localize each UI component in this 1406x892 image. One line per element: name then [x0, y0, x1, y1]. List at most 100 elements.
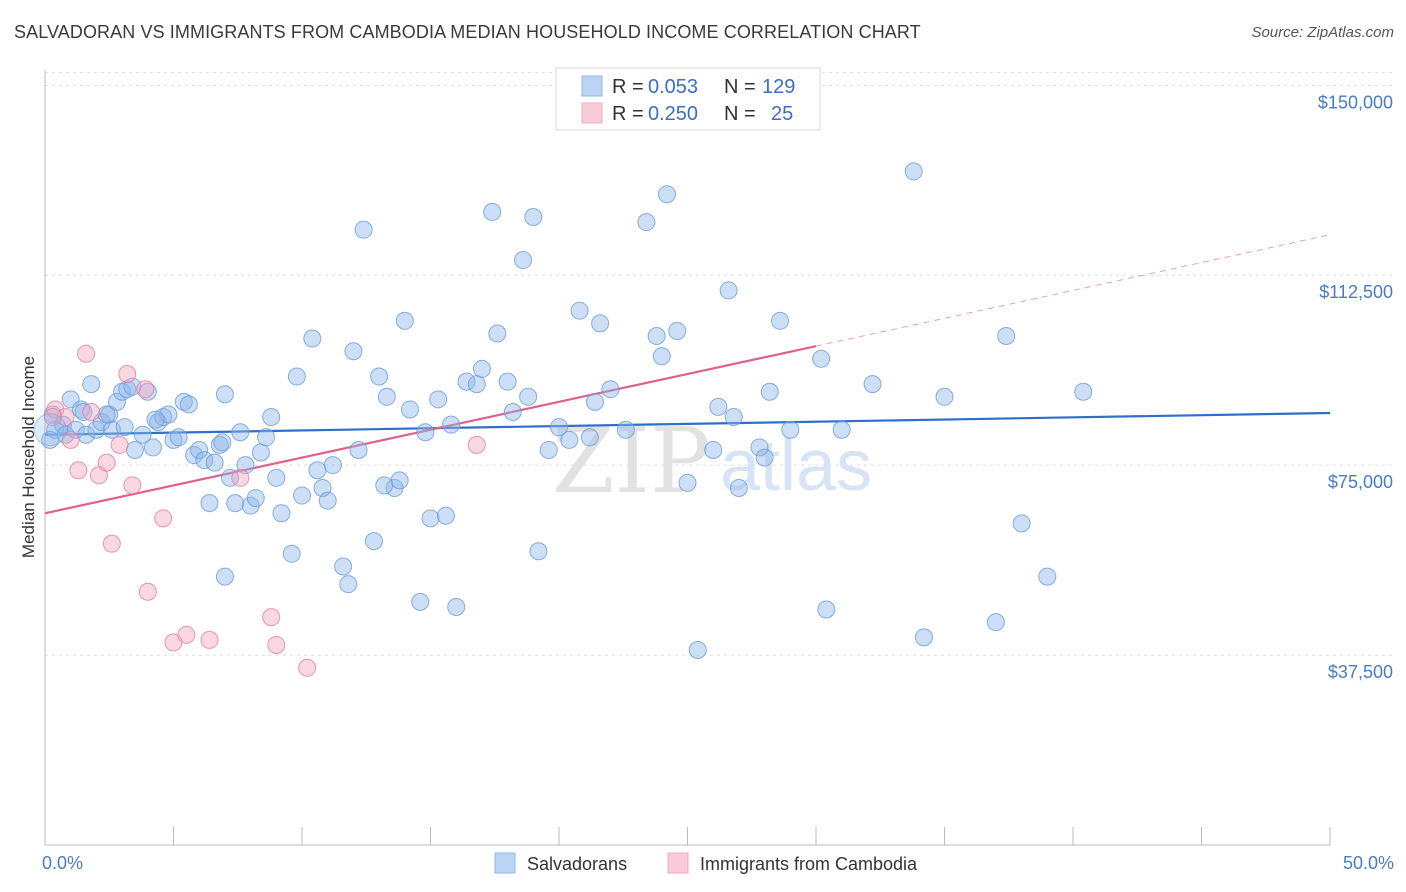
legend-n-value-1: 129 [762, 76, 795, 98]
data-point [390, 471, 409, 490]
trendline-extension-1 [815, 234, 1331, 347]
data-point [986, 613, 1005, 632]
legend-swatch-cambodia [581, 102, 603, 124]
data-point [668, 321, 687, 340]
data-point-cluster [33, 413, 67, 447]
data-point [375, 476, 394, 495]
y-tick-label-1: $75,000 [1328, 472, 1393, 492]
data-point [231, 468, 250, 487]
data-point [760, 382, 779, 401]
data-point [637, 213, 656, 232]
data-point [231, 423, 250, 442]
data-point [215, 567, 234, 586]
data-point [66, 420, 85, 439]
trendline-0 [44, 411, 1331, 436]
data-point [257, 428, 276, 447]
watermark: ZIP atlas [552, 409, 872, 514]
series-0-points [41, 162, 1093, 660]
data-point [102, 534, 121, 553]
data-point [560, 430, 579, 449]
data-point [149, 413, 168, 432]
data-point [616, 420, 635, 439]
data-point [69, 461, 88, 480]
data-point [447, 597, 466, 616]
legend-n-label-1: N = [724, 76, 756, 98]
data-point [262, 408, 281, 427]
data-point [1012, 514, 1031, 533]
legend-r-label-2: R = [612, 103, 644, 125]
data-point [323, 456, 342, 475]
y-tick-labels: $37,500 $75,000 $112,500 $150,000 [1318, 92, 1393, 682]
data-point [524, 208, 543, 226]
data-point [585, 392, 604, 411]
data-point [205, 453, 224, 472]
data-point [143, 438, 162, 457]
data-point [817, 600, 836, 619]
trendline-1 [44, 345, 817, 515]
data-point [395, 311, 414, 330]
data-point [215, 385, 234, 404]
gridlines [45, 72, 1395, 656]
data-point [519, 387, 538, 406]
data-point [221, 468, 240, 487]
x-tick-label-0: 0.0% [42, 853, 83, 873]
y-tick-label-2: $112,500 [1319, 282, 1393, 302]
data-point [344, 342, 363, 361]
bottom-legend-label-cambodia: Immigrants from Cambodia [700, 854, 918, 874]
data-point [678, 473, 697, 492]
legend-r-label-1: R = [612, 76, 644, 98]
data-point [77, 344, 96, 363]
watermark-atlas: atlas [720, 426, 872, 506]
data-point [262, 608, 281, 627]
y-axis-label: Median Household Income [19, 356, 38, 558]
data-point [82, 375, 101, 394]
data-point [174, 392, 193, 411]
data-point [1038, 567, 1057, 586]
data-point [416, 423, 435, 442]
data-point [400, 400, 419, 419]
data-point [195, 451, 214, 470]
series-1-points [43, 78, 730, 677]
x-tick-labels: 0.0% 50.0% [42, 853, 1394, 873]
data-point [308, 461, 327, 480]
data-point [514, 251, 533, 270]
data-point [272, 504, 291, 523]
data-point [138, 582, 157, 601]
data-point [688, 641, 707, 660]
data-point [210, 435, 229, 454]
data-point [303, 329, 322, 348]
source-label: Source: ZipAtlas.com [1251, 24, 1394, 41]
data-point [164, 430, 183, 449]
data-point [370, 367, 389, 386]
data-point [71, 400, 90, 419]
data-point [755, 448, 774, 467]
data-point [251, 443, 270, 462]
data-point [41, 430, 60, 449]
data-point [190, 440, 209, 459]
data-point [657, 185, 676, 204]
chart-title: SALVADORAN VS IMMIGRANTS FROM CAMBODIA M… [14, 22, 921, 42]
data-point [580, 428, 599, 447]
data-point [863, 375, 882, 394]
data-point [200, 494, 219, 513]
data-point [282, 544, 301, 563]
x-tick-label-1: 50.0% [1343, 853, 1394, 873]
legend-r-value-1: 0.053 [648, 76, 698, 98]
data-point [334, 557, 353, 576]
bottom-legend: Salvadorans Immigrants from Cambodia [494, 852, 918, 874]
data-point [177, 625, 196, 644]
data-point [498, 372, 517, 391]
y-tick-label-3: $150,000 [1318, 92, 1393, 112]
data-point [364, 532, 383, 551]
data-point [467, 375, 486, 394]
data-point [136, 380, 155, 399]
data-point [904, 162, 923, 181]
data-point [750, 438, 769, 457]
data-point [287, 367, 306, 386]
trendlines [44, 234, 1331, 515]
data-point [185, 446, 204, 465]
y-tick-label-0: $37,500 [1328, 662, 1393, 682]
data-point [267, 635, 286, 654]
data-point [318, 491, 337, 510]
